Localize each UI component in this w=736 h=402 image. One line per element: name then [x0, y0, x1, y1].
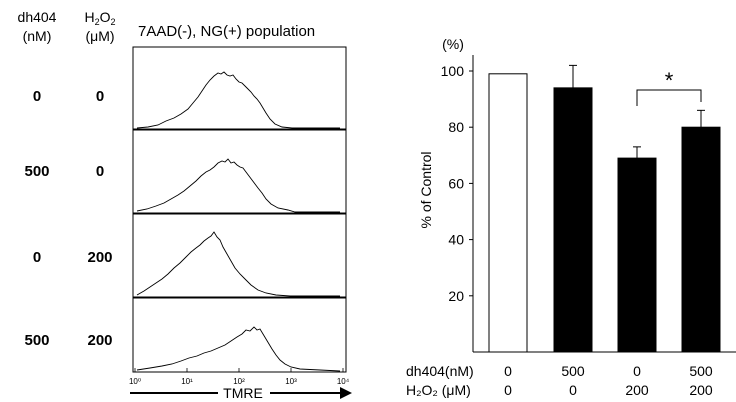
h2o2-header-line1: H2O2: [84, 9, 115, 27]
condition-value: 200: [625, 382, 649, 398]
condition-table: dh404(nM) 0 500 0 500 H₂O₂ (μM) 0 0 200 200: [406, 363, 713, 398]
dh404-header-line1: dh404: [18, 9, 57, 25]
dh404-header-line2: (nM): [23, 28, 52, 44]
row-3-h2o2: 200: [87, 249, 112, 266]
condition-value: 500: [561, 363, 585, 379]
histogram-trace-3: [136, 231, 340, 297]
significance-line: [636, 89, 702, 106]
y-unit-label: (%): [442, 36, 464, 52]
histogram-frame-3: [132, 213, 347, 298]
row-4-dh404: 500: [24, 332, 49, 349]
population-title: 7AAD(-), NG(+) population: [138, 23, 315, 40]
histogram-trace-4: [136, 326, 341, 372]
condition-row-label: H₂O₂ (μM): [406, 382, 471, 398]
histogram-trace-1: [136, 71, 340, 129]
tmre-arrow: TMRE: [130, 385, 352, 401]
bar-chart: (%) % of Control 20 40 60 80 100 * dh404(nM)…: [406, 36, 736, 398]
row-4-h2o2: 200: [87, 332, 112, 349]
tmre-label: TMRE: [223, 385, 263, 401]
bar-1: [488, 73, 528, 353]
row-1-h2o2: 0: [96, 88, 104, 105]
y-tick-label: 80: [448, 119, 464, 135]
row-3-dh404: 0: [33, 249, 41, 266]
y-tick-label: 20: [448, 288, 464, 304]
y-tick-label: 60: [448, 175, 464, 191]
row-labels: 0 0 500 0 0 200 500 200: [24, 88, 112, 349]
tmre-arrow-head: [340, 387, 352, 399]
condition-row-label: dh404(nM): [406, 363, 474, 379]
left-panel-headers: dh404 (nM) H2O2 (μM) 7AAD(-), NG(+) popu…: [18, 9, 316, 44]
row-2-h2o2: 0: [96, 163, 104, 180]
condition-value: 0: [569, 382, 577, 398]
histogram-frames: [132, 46, 347, 373]
condition-value: 0: [504, 382, 512, 398]
bars: [488, 64, 721, 353]
significance-bracket: *: [636, 68, 702, 106]
histogram-frame-2: [132, 129, 347, 214]
histogram-x-tick-label: 10¹: [181, 377, 193, 386]
significance-star: *: [665, 68, 674, 93]
condition-value: 0: [633, 363, 641, 379]
histogram-x-tick-labels: 10⁰ 10¹ 10² 10³ 10⁴: [129, 377, 350, 386]
histogram-frame-1: [132, 46, 347, 130]
histogram-x-ticks: [134, 368, 344, 372]
y-tick-label: 100: [441, 63, 465, 79]
condition-value: 0: [504, 363, 512, 379]
row-1-dh404: 0: [33, 88, 41, 105]
y-tick-label: 40: [448, 232, 464, 248]
h2o2-header-line2: (μM): [85, 28, 114, 44]
y-axis-title: % of Control: [418, 151, 434, 228]
histogram-x-tick-label: 10⁰: [129, 377, 141, 386]
histogram-x-tick-label: 10²: [233, 377, 245, 386]
histogram-x-tick-label: 10⁴: [337, 377, 350, 386]
bar-3: [617, 157, 657, 353]
histogram-x-tick-label: 10³: [285, 377, 297, 386]
condition-value: 200: [689, 382, 713, 398]
row-2-dh404: 500: [24, 163, 49, 180]
bar-2: [553, 87, 593, 353]
bar-4: [681, 126, 721, 353]
y-ticks: 20 40 60 80 100: [441, 63, 473, 304]
histogram-traces: [136, 71, 341, 372]
histogram-trace-2: [136, 158, 340, 213]
histogram-frame-4: [132, 297, 347, 373]
condition-value: 500: [689, 363, 713, 379]
